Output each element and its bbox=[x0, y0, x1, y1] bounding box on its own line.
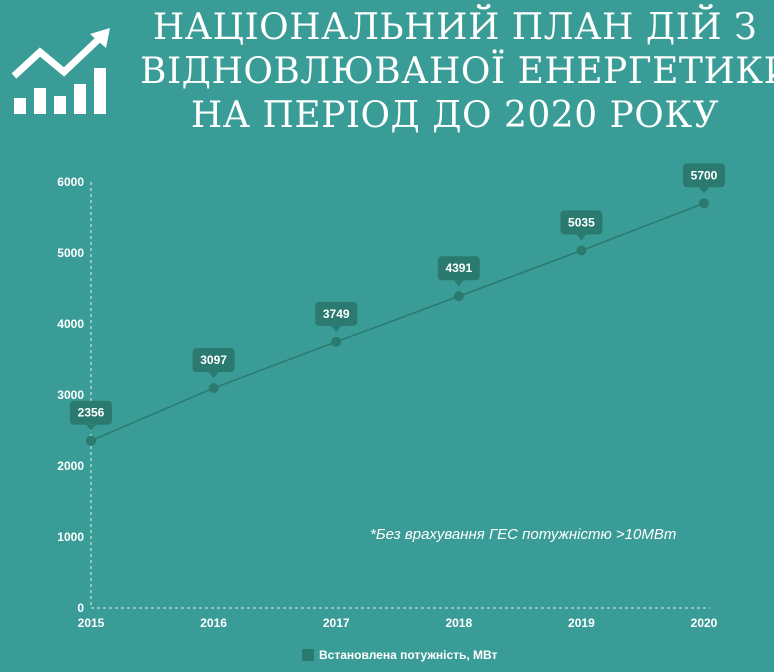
data-label: 2356 bbox=[78, 406, 105, 420]
data-label: 5035 bbox=[568, 216, 595, 230]
data-label-pointer bbox=[699, 187, 709, 194]
y-tick-label: 1000 bbox=[57, 530, 84, 544]
data-point bbox=[86, 435, 96, 446]
legend-label: Встановлена потужність, МВт bbox=[319, 648, 498, 662]
footnote: *Без врахування ГЕС потужністю >10МВт bbox=[370, 526, 677, 543]
data-point bbox=[453, 291, 464, 302]
x-tick-label: 2017 bbox=[323, 616, 350, 630]
growth-chart-icon bbox=[11, 28, 110, 114]
data-label-box bbox=[437, 256, 480, 281]
data-point bbox=[576, 245, 587, 256]
data-label: 5700 bbox=[691, 168, 718, 182]
data-label-box bbox=[192, 348, 235, 373]
data-point bbox=[208, 383, 219, 394]
chart-title-line-3: НА ПЕРІОД ДО 2020 РОКУ bbox=[190, 95, 720, 136]
y-tick-label: 5000 bbox=[57, 246, 84, 260]
data-label: 4391 bbox=[445, 261, 472, 275]
x-tick-label: 2018 bbox=[445, 616, 472, 630]
data-label-box bbox=[683, 163, 725, 188]
y-tick-label: 3000 bbox=[57, 388, 84, 402]
data-label-pointer bbox=[576, 234, 587, 241]
x-tick-label: 2016 bbox=[200, 616, 227, 630]
y-tick-label: 0 bbox=[77, 601, 84, 615]
y-tick-label: 2000 bbox=[57, 459, 84, 473]
x-tick-label: 2020 bbox=[691, 616, 718, 630]
x-tick-label: 2019 bbox=[568, 616, 595, 630]
data-label-pointer bbox=[331, 325, 342, 332]
x-tick-label: 2015 bbox=[78, 616, 105, 630]
data-label-box bbox=[560, 210, 603, 235]
data-label-pointer bbox=[208, 372, 219, 379]
legend: Встановлена потужність, МВт bbox=[302, 648, 497, 662]
data-label: 3097 bbox=[200, 353, 227, 367]
data-label-box bbox=[315, 301, 358, 326]
data-label: 3749 bbox=[323, 307, 350, 321]
data-label-box bbox=[70, 400, 112, 425]
chart-title-line-2: ВІДНОВЛЮВАНОЇ ЕНЕРГЕТИКИ bbox=[140, 51, 774, 92]
data-label-pointer bbox=[86, 424, 96, 431]
series-line bbox=[90, 202, 705, 442]
chart-title-line-1: НАЦІОНАЛЬНИЙ ПЛАН ДІЙ З bbox=[152, 7, 758, 48]
y-tick-label: 6000 bbox=[57, 175, 84, 189]
data-point bbox=[331, 336, 342, 347]
data-label-pointer bbox=[453, 280, 464, 287]
data-point bbox=[699, 198, 709, 209]
y-tick-label: 4000 bbox=[57, 317, 84, 331]
legend-swatch bbox=[302, 649, 314, 661]
